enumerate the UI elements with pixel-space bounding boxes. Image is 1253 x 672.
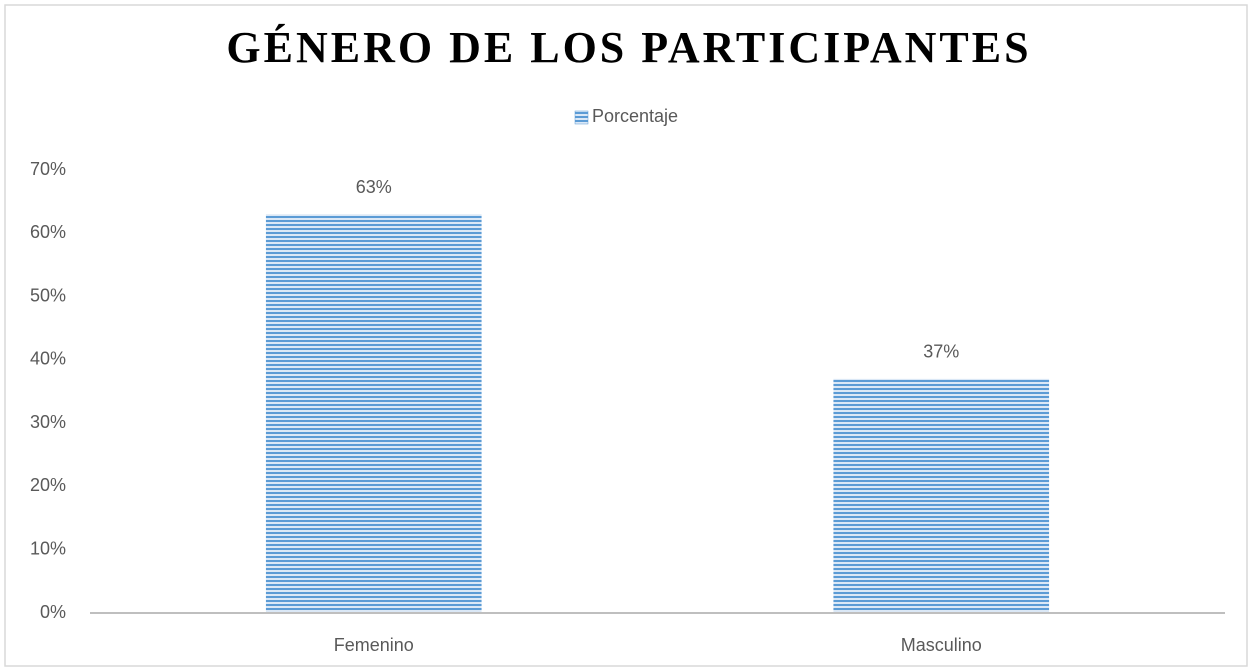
x-tick-label: Masculino [901,635,982,655]
y-tick-label: 70% [30,159,66,179]
y-tick-label: 50% [30,285,66,305]
data-label: 37% [923,342,959,362]
y-tick-label: 30% [30,412,66,432]
data-label: 63% [356,177,392,197]
y-tick-label: 40% [30,349,66,369]
bar [265,214,482,614]
x-tick-label: Femenino [334,635,414,655]
legend-swatch [574,110,589,125]
y-tick-label: 10% [30,538,66,558]
chart-border [4,4,1248,667]
legend-label: Porcentaje [592,106,678,126]
y-tick-label: 20% [30,475,66,495]
y-tick-label: 60% [30,222,66,242]
y-tick-label: 0% [40,602,66,622]
bar [833,378,1050,613]
chart-title: GÉNERO DE LOS PARTICIPANTES [226,23,1031,72]
